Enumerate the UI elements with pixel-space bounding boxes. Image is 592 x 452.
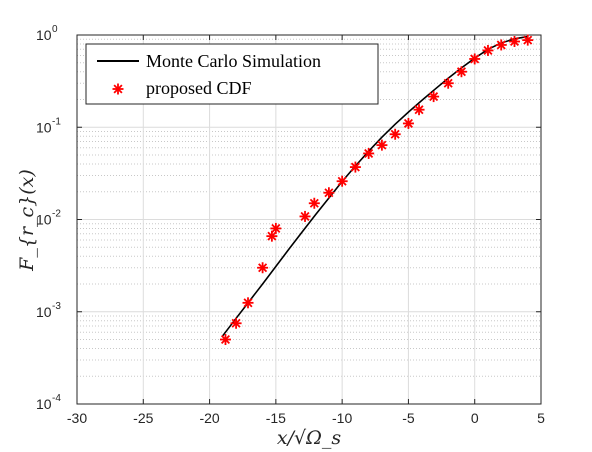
x-tick-label: -25 [133, 410, 153, 426]
y-tick-exponent: -3 [52, 301, 61, 312]
data-point-proposed-cdf [299, 210, 311, 222]
data-point-proposed-cdf [219, 334, 231, 346]
y-tick-label: 10 [36, 119, 52, 135]
y-tick-exponent: -2 [52, 209, 61, 220]
data-point-proposed-cdf [323, 187, 335, 199]
data-point-proposed-cdf [257, 262, 269, 274]
data-point-proposed-cdf [308, 197, 320, 209]
data-point-proposed-cdf [442, 77, 454, 89]
x-tick-label: -10 [332, 410, 352, 426]
data-point-proposed-cdf [522, 34, 534, 46]
data-point-proposed-cdf [508, 36, 520, 48]
data-point-proposed-cdf [482, 44, 494, 56]
legend-box [85, 43, 379, 105]
legend-swatch-proposed-cdf [112, 83, 124, 95]
x-axis-label: x/√Ω_s [277, 427, 341, 449]
data-point-proposed-cdf [270, 222, 282, 234]
y-tick-label: 10 [36, 212, 52, 228]
data-point-proposed-cdf [495, 39, 507, 51]
data-point-proposed-cdf [230, 317, 242, 329]
data-point-proposed-cdf [363, 147, 375, 159]
x-tick-label: -20 [199, 410, 219, 426]
data-point-proposed-cdf [428, 91, 440, 103]
data-point-proposed-cdf [413, 104, 425, 116]
data-point-proposed-cdf [455, 66, 467, 78]
legend-entry-proposed-cdf: proposed CDF [146, 78, 252, 98]
data-point-proposed-cdf [376, 139, 388, 151]
x-tick-label: 0 [471, 410, 479, 426]
data-point-proposed-cdf [336, 175, 348, 187]
data-point-proposed-cdf [349, 161, 361, 173]
y-tick-label: 10 [36, 396, 52, 412]
y-axis-label: F_{r_c}(x) [16, 169, 38, 272]
x-tick-label: -30 [67, 410, 87, 426]
y-tick-exponent: -4 [52, 393, 61, 404]
x-tick-label: 5 [537, 410, 545, 426]
data-point-proposed-cdf [389, 128, 401, 140]
legend: Monte Carlo Simulation proposed CDF [85, 43, 379, 105]
y-tick-exponent: 0 [52, 24, 58, 35]
data-point-proposed-cdf [469, 53, 481, 65]
data-point-proposed-cdf [266, 230, 278, 242]
legend-asterisk-marker [112, 83, 124, 95]
x-tick-label: -15 [266, 410, 286, 426]
y-tick-label: 10 [36, 304, 52, 320]
y-tick-label: 10 [36, 27, 52, 43]
legend-entry-monte-carlo: Monte Carlo Simulation [146, 51, 321, 71]
x-tick-label: -5 [402, 410, 415, 426]
data-point-proposed-cdf [242, 297, 254, 309]
y-tick-exponent: -1 [52, 116, 61, 127]
series-layer [219, 34, 534, 346]
data-point-proposed-cdf [402, 117, 414, 129]
